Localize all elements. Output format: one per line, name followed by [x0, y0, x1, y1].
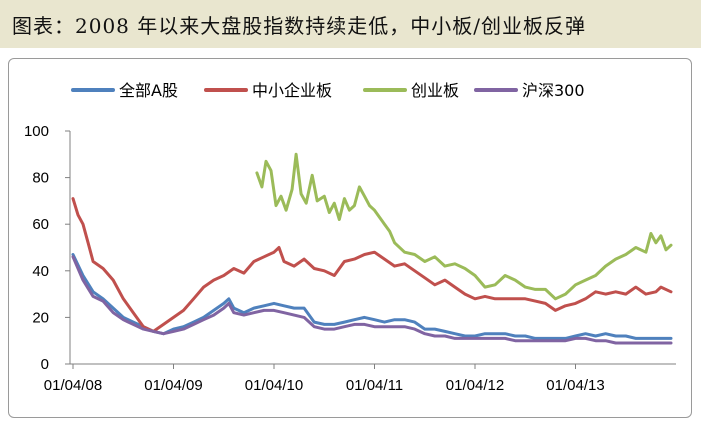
x-tick-label: 01/04/10	[245, 377, 303, 394]
y-tick-label: 40	[32, 263, 49, 280]
x-tick-label: 01/04/11	[346, 377, 403, 394]
y-tick-label: 80	[32, 170, 49, 187]
chart-title: 图表：2008 年以来大盘股指数持续走低，中小板/创业板反弹	[12, 14, 586, 38]
title-band: 图表：2008 年以来大盘股指数持续走低，中小板/创业板反弹	[0, 0, 701, 48]
y-tick-label: 20	[32, 309, 49, 326]
series-line-4	[71, 255, 673, 345]
x-tick-label: 01/04/13	[546, 377, 604, 394]
x-tick-label: 01/04/12	[446, 377, 504, 394]
series-line-3	[255, 152, 673, 301]
y-tick-label: 60	[32, 216, 49, 233]
y-tick-label: 100	[24, 123, 49, 140]
series-line-1	[71, 253, 673, 340]
legend-label: 全部A股	[119, 81, 178, 100]
chart-frame	[8, 58, 692, 418]
series-line-2	[71, 197, 673, 333]
legend-label: 中小企业板	[252, 81, 332, 100]
legend-label: 创业板	[411, 81, 459, 100]
x-tick-label: 01/04/09	[144, 377, 202, 394]
x-tick-label: 01/04/08	[44, 377, 102, 394]
legend-label: 沪深300	[522, 81, 585, 100]
y-tick-label: 0	[41, 356, 49, 373]
